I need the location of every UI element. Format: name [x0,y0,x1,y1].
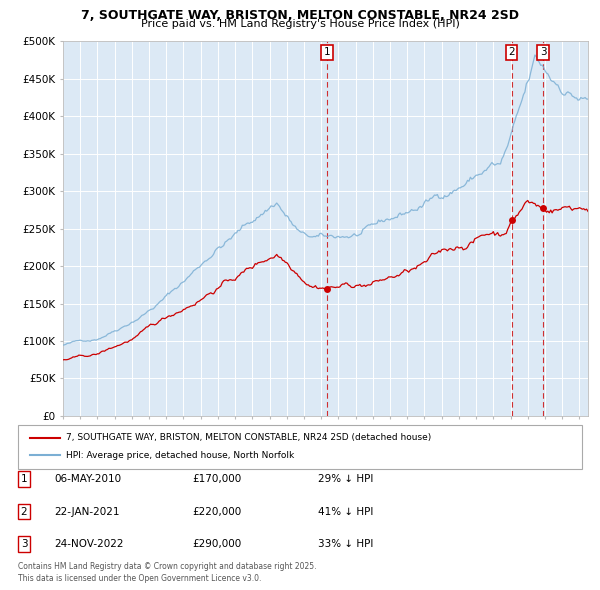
Text: 22-JAN-2021: 22-JAN-2021 [54,507,119,516]
Text: 1: 1 [20,474,28,484]
Text: £290,000: £290,000 [192,539,241,549]
Text: 3: 3 [20,539,28,549]
Text: 33% ↓ HPI: 33% ↓ HPI [318,539,373,549]
Text: 7, SOUTHGATE WAY, BRISTON, MELTON CONSTABLE, NR24 2SD: 7, SOUTHGATE WAY, BRISTON, MELTON CONSTA… [81,9,519,22]
Text: 2: 2 [508,47,515,57]
Text: £220,000: £220,000 [192,507,241,516]
Text: HPI: Average price, detached house, North Norfolk: HPI: Average price, detached house, Nort… [66,451,294,460]
Text: 7, SOUTHGATE WAY, BRISTON, MELTON CONSTABLE, NR24 2SD (detached house): 7, SOUTHGATE WAY, BRISTON, MELTON CONSTA… [66,433,431,442]
Text: Price paid vs. HM Land Registry's House Price Index (HPI): Price paid vs. HM Land Registry's House … [140,19,460,30]
Text: 1: 1 [324,47,331,57]
Text: £170,000: £170,000 [192,474,241,484]
Text: 41% ↓ HPI: 41% ↓ HPI [318,507,373,516]
Text: 29% ↓ HPI: 29% ↓ HPI [318,474,373,484]
Text: 3: 3 [540,47,547,57]
Text: Contains HM Land Registry data © Crown copyright and database right 2025.
This d: Contains HM Land Registry data © Crown c… [18,562,317,583]
Text: 06-MAY-2010: 06-MAY-2010 [54,474,121,484]
Text: 2: 2 [20,507,28,516]
Text: 24-NOV-2022: 24-NOV-2022 [54,539,124,549]
